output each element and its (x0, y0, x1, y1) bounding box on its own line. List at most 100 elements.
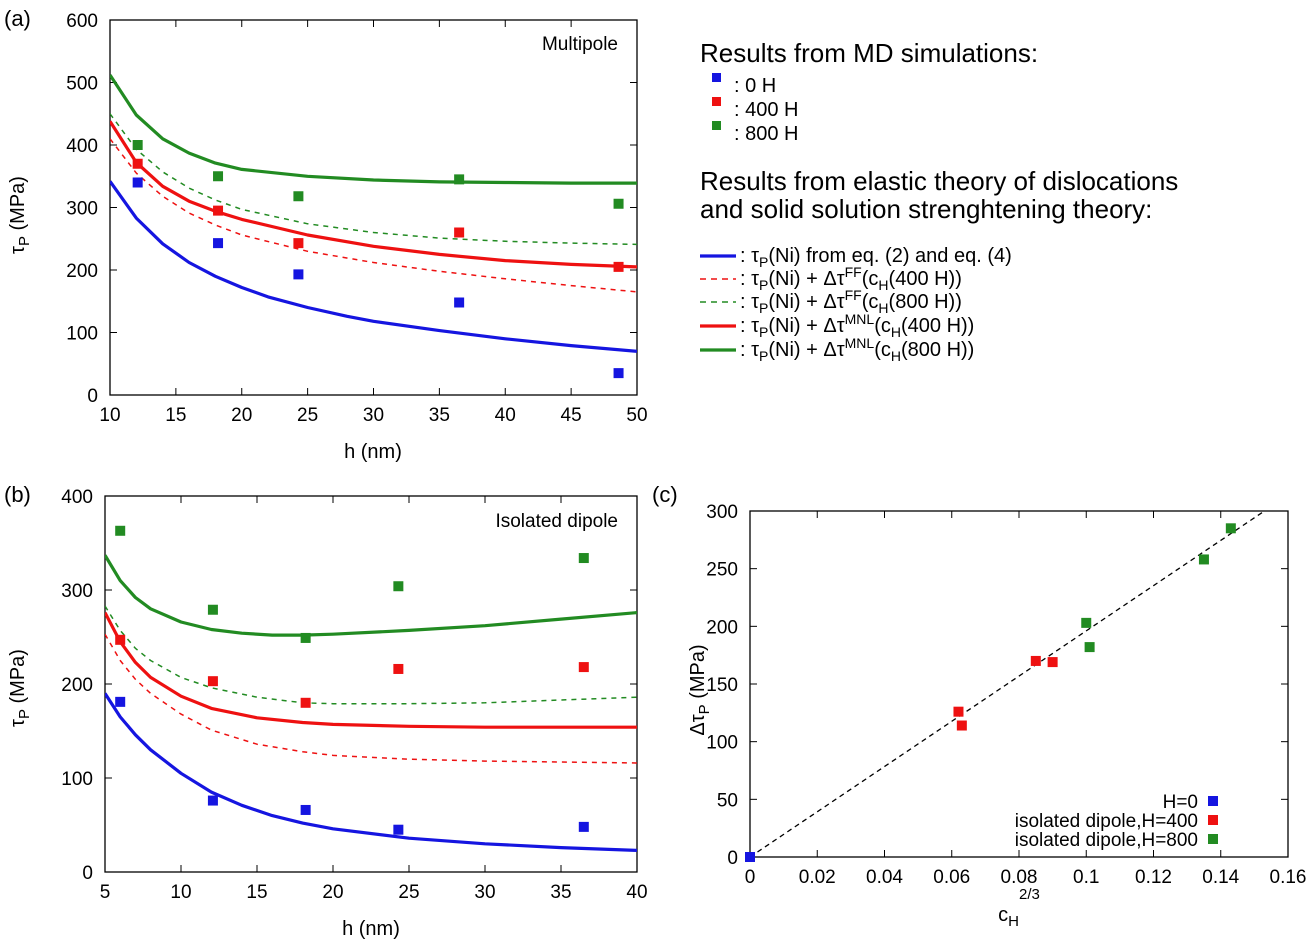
legend-text: (Ni) + Δτ (768, 315, 844, 337)
y-tick-label: 0 (727, 848, 738, 869)
x-tick-label: 50 (626, 405, 647, 426)
data-point-0 (745, 852, 755, 862)
y-axis-label-main: τ (7, 246, 29, 254)
x-axis-label-main: h (nm) (342, 918, 400, 940)
data-point-0 (454, 297, 465, 308)
data-point-2 (578, 553, 589, 564)
legend-text: (Ni) + Δτ (768, 268, 844, 290)
y-tick-label: 0 (87, 386, 98, 407)
legend-entry-marker (1208, 815, 1218, 825)
data-point-2 (207, 604, 218, 615)
panel-label: (b) (4, 482, 31, 507)
legend-theory-header: Results from elastic theory of dislocati… (700, 166, 1178, 196)
x-tick-label: 30 (363, 405, 384, 426)
legend-sup: FF (845, 287, 862, 303)
x-tick-label: 0.02 (799, 867, 836, 888)
legend-sup: MNL (845, 335, 875, 351)
series-curve-2 (110, 113, 637, 246)
legend-entry-label: H=0 (1163, 792, 1198, 813)
legend-md-marker (712, 97, 721, 106)
data-point-0 (613, 368, 624, 379)
data-point-0 (132, 177, 143, 188)
data-point-2 (613, 198, 624, 209)
y-tick-label: 50 (717, 790, 738, 811)
y-axis-label-unit: (MPa) (7, 176, 29, 236)
data-point-1 (300, 697, 311, 708)
data-point-1 (213, 205, 224, 216)
y-tick-label: 100 (66, 324, 98, 345)
y-axis-label-sub: P (16, 709, 33, 719)
x-tick-label: 0.16 (1270, 867, 1307, 888)
legend-theory-label: : τP(Ni) + ΔτFF(cH(400 H)) (740, 264, 962, 293)
data-point-0 (207, 795, 218, 806)
x-axis-label-sub: H (1008, 913, 1019, 930)
legend-text: : τ (740, 245, 759, 267)
y-axis-label: τP (MPa) (7, 176, 33, 254)
series-curve-4 (105, 554, 637, 637)
data-point-1 (293, 238, 304, 249)
data-point-2 (293, 191, 304, 202)
legend-entry-marker (1208, 834, 1218, 844)
legend-sub: P (759, 300, 768, 316)
data-point-1 (613, 261, 624, 272)
x-tick-label: 15 (246, 882, 267, 903)
legend-md-label: : 800 H (734, 123, 798, 145)
x-axis-label-main: h (nm) (344, 441, 402, 463)
legend-text: (400 H)) (889, 268, 962, 290)
legend-theory-label: : τP(Ni) + ΔτMNL(cH(400 H)) (740, 311, 974, 340)
legend-sup: FF (845, 264, 862, 280)
series-curve-1 (110, 138, 637, 293)
legend-sub: H (878, 300, 888, 316)
y-tick-label: 400 (66, 136, 98, 157)
legend-md-label: : 400 H (734, 99, 798, 121)
y-tick-label: 200 (61, 675, 93, 696)
legend-text: (Ni) from eq. (2) and eq. (4) (768, 245, 1011, 267)
data-point-0 (293, 269, 304, 280)
y-tick-label: 100 (61, 769, 93, 790)
plot-area (110, 74, 637, 353)
data-point-1 (454, 227, 465, 238)
legend-sub: P (759, 277, 768, 293)
x-tick-label: 5 (100, 882, 111, 903)
legend-text: : τ (740, 291, 759, 313)
x-tick-label: 40 (626, 882, 647, 903)
legend-md-label: : 0 H (734, 75, 776, 97)
legend-theory-label: : τP(Ni) + ΔτMNL(cH(800 H)) (740, 335, 974, 364)
legend-text: (Ni) + Δτ (768, 339, 844, 361)
x-tick-label: 0.14 (1202, 867, 1239, 888)
legend-md-marker (712, 73, 721, 82)
legend-text: : τ (740, 315, 759, 337)
y-tick-label: 150 (706, 675, 738, 696)
y-tick-label: 200 (706, 617, 738, 638)
x-tick-label: 10 (99, 405, 120, 426)
y-tick-label: 600 (66, 11, 98, 32)
panel-label: (c) (652, 482, 678, 507)
data-point-0 (115, 696, 126, 707)
x-tick-label: 0.08 (1001, 867, 1038, 888)
y-axis-label-unit: (MPa) (7, 649, 29, 709)
legend-text: (c (862, 268, 879, 290)
legend-sub: H (891, 348, 901, 364)
legend-text: (c (874, 315, 891, 337)
y-axis-label-sub: P (696, 704, 713, 714)
legend-text: (800 H)) (889, 291, 962, 313)
data-point-1 (1047, 657, 1058, 668)
data-point-1 (953, 706, 964, 717)
data-point-1 (1030, 655, 1041, 666)
series-curve-1 (105, 633, 637, 764)
y-tick-label: 400 (61, 487, 93, 508)
x-tick-label: 45 (561, 405, 582, 426)
legend-text: (800 H)) (901, 339, 974, 361)
y-axis-label-unit: (MPa) (687, 644, 709, 704)
y-tick-label: 0 (82, 863, 93, 884)
data-point-1 (207, 676, 218, 687)
series-curve-2 (105, 605, 637, 705)
inset-label: Isolated dipole (495, 511, 618, 532)
x-tick-label: 15 (165, 405, 186, 426)
legend-sup: MNL (845, 311, 875, 327)
legend-theory-label: : τP(Ni) + ΔτFF(cH(800 H)) (740, 287, 962, 316)
x-tick-label: 20 (231, 405, 252, 426)
legend-entry-label: isolated dipole,H=400 (1015, 811, 1198, 832)
data-point-2 (1084, 642, 1095, 653)
x-tick-label: 0 (745, 867, 756, 888)
